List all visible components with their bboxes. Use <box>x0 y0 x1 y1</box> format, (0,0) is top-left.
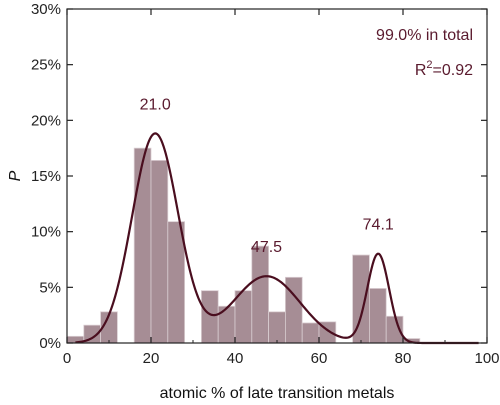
histogram-bar <box>268 311 286 344</box>
histogram-bar <box>368 288 387 344</box>
y-tick-label: 30% <box>31 1 61 18</box>
x-tick-label: 80 <box>395 350 412 367</box>
x-tick-label: 20 <box>143 350 160 367</box>
histogram-bar <box>234 290 253 344</box>
y-tick-label: 10% <box>31 224 61 241</box>
peak-labels: 21.0 47.5 74.1 <box>140 96 394 256</box>
y-axis-title: P <box>7 170 24 181</box>
y-tick-label: 0% <box>39 335 61 352</box>
r-squared-annotation: R2=0.92 <box>415 59 473 79</box>
y-tick-label: 20% <box>31 112 61 129</box>
plot-frame <box>66 8 488 344</box>
histogram-bar <box>150 160 169 344</box>
x-tick-label: 100 <box>474 350 499 367</box>
total-annotation: 99.0% in total <box>376 27 473 44</box>
histogram-bar <box>301 322 320 344</box>
x-axis-title: atomic % of late transition metals <box>160 385 395 402</box>
histogram-bar <box>167 221 186 344</box>
x-axis-ticks: 0 20 40 60 80 100 <box>63 9 500 367</box>
peak-label: 21.0 <box>140 96 171 113</box>
peak-label: 74.1 <box>363 217 394 234</box>
peak-label: 47.5 <box>251 239 282 256</box>
x-tick-label: 60 <box>311 350 328 367</box>
histogram-bars <box>66 147 421 344</box>
y-tick-label: 5% <box>39 279 61 296</box>
x-tick-label: 40 <box>227 350 244 367</box>
y-tick-label: 25% <box>31 57 61 74</box>
y-axis-ticks: 0% 5% 10% 15% 20% 25% 30% <box>31 1 487 352</box>
histogram-bar <box>133 147 152 344</box>
axes-frame <box>66 8 488 344</box>
histogram-bar <box>200 290 219 344</box>
fit-curve <box>75 132 479 345</box>
y-tick-label: 15% <box>31 168 61 185</box>
histogram-bar <box>251 245 270 344</box>
x-tick-label: 0 <box>63 350 71 367</box>
